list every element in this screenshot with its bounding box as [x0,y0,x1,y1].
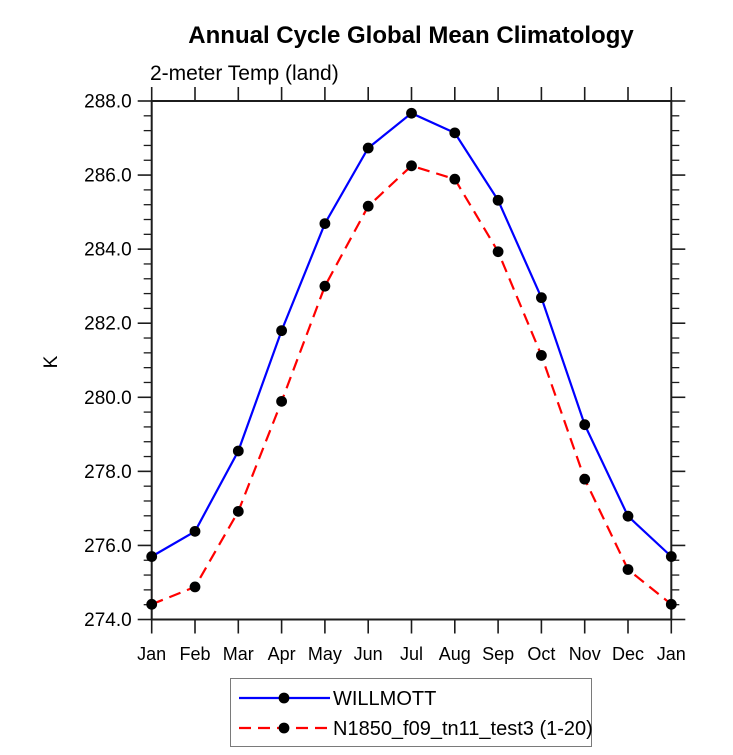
data-point-marker [276,395,287,407]
x-tick-label: Jul [400,644,423,664]
data-point-marker [276,325,287,337]
chart-subtitle: 2-meter Temp (land) [150,62,339,85]
data-point-marker [579,419,591,431]
legend-entry-willmott: WILLMOTT [239,688,436,710]
plot-frame [150,100,673,621]
data-point-marker [579,473,591,485]
legend-label-willmott: WILLMOTT [333,688,436,710]
axes-and-ticks: Jan Feb Mar Apr May Jun Jul Aug Sep Oct Nov Dec Jan2… [84,87,686,664]
data-point-marker [406,107,417,119]
x-tick-label: Dec [612,644,644,664]
y-tick-label: 288.0 [84,92,132,113]
series-line-1 [151,164,672,606]
y-tick-label: 274.0 [84,610,132,631]
data-point-marker [536,292,547,304]
data-point-marker [189,581,201,593]
y-tick-label: 280.0 [84,388,132,409]
x-tick-label: Jan [137,644,166,664]
data-point-marker [492,246,504,258]
legend-label-n1850: N1850_f09_tn11_test3 (1-20) [333,718,593,740]
y-tick-label: 286.0 [84,166,132,187]
data-point-marker [406,160,417,172]
x-tick-label: Nov [569,644,601,664]
x-tick-label: Mar [223,644,254,664]
data-point-marker [622,564,634,575]
data-point-marker [146,551,158,562]
data-point-marker [536,350,547,361]
legend-marker-dot [278,722,290,734]
y-axis-label: K [41,355,62,368]
legend: WILLMOTT N1850_f09_tn11_test3 (1-20) [230,678,593,747]
data-point-marker [665,598,677,610]
legend-entry-n1850: N1850_f09_tn11_test3 (1-20) [239,718,593,740]
y-tick-label: 276.0 [84,536,132,557]
chart-title: Annual Cycle Global Mean Climatology [188,22,634,49]
data-point-marker [319,280,331,292]
data-point-marker [362,200,374,212]
data-point-marker [319,218,331,229]
data-point-marker [449,173,461,185]
data-series-group [146,107,677,610]
legend-box [230,678,592,747]
data-point-marker [665,551,677,562]
x-tick-label: Apr [268,644,296,664]
data-point-marker [232,505,244,517]
x-tick-label: Jun [354,644,383,664]
y-tick-label: 284.0 [84,240,132,261]
x-tick-label: Oct [527,644,555,664]
x-tick-label: Feb [179,644,210,664]
data-point-marker [449,127,461,139]
y-tick-label: 282.0 [84,314,132,335]
data-point-marker [622,510,634,522]
x-tick-label: May [308,644,342,664]
x-tick-label: Sep [482,644,514,664]
data-point-marker [232,445,244,457]
series-line-0 [151,111,673,558]
data-point-marker [189,525,201,537]
data-point-marker [492,194,504,206]
data-point-marker [146,598,158,610]
y-tick-label: 278.0 [84,462,132,483]
x-tick-label: Jan [657,644,686,664]
data-point-marker [362,142,374,154]
x-tick-label: Aug [439,644,471,664]
legend-marker-dot [278,692,290,704]
